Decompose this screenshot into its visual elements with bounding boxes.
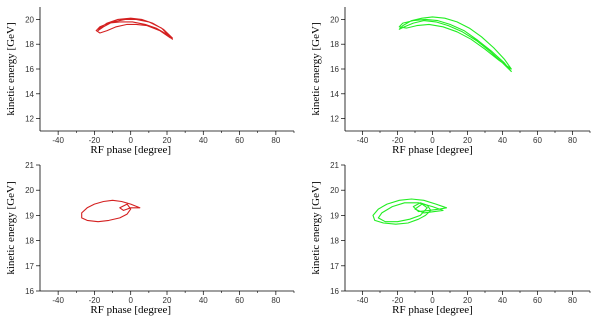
x-tick-label: -40 [52,296,64,305]
x-tick-label: 0 [430,136,435,145]
x-tick-label: 60 [533,136,542,145]
x-tick-label: 80 [568,296,577,305]
x-axis-label: RF phase [degree] [392,304,473,316]
x-tick-label: -20 [392,136,404,145]
y-tick-label: 16 [25,287,34,296]
x-tick-label: 60 [235,296,244,305]
x-tick-label: -40 [52,136,64,145]
x-tick-label: -20 [89,136,101,145]
phase-space-curve-1 [81,199,141,223]
y-tick-label: 19 [330,211,339,220]
y-tick-label: 17 [330,262,339,271]
y-tick-label: 14 [330,90,339,99]
x-tick-label: 40 [199,136,208,145]
y-axis-label: kinetic energy [GeV] [310,22,322,115]
phase-space-curve-1 [398,16,512,73]
y-axis-label: kinetic energy [GeV] [5,181,17,274]
x-tick-label: 0 [430,296,435,305]
x-axis-label: RF phase [degree] [392,144,473,156]
y-tick-label: 12 [330,115,339,124]
x-tick-label: 80 [271,296,280,305]
y-tick-label: 16 [330,65,339,74]
y-tick-label: 18 [330,237,339,246]
x-axis-label: RF phase [degree] [90,144,171,156]
x-tick-label: 20 [463,296,472,305]
y-tick-label: 20 [330,15,339,24]
x-tick-label: 0 [128,296,133,305]
y-tick-label: 16 [25,65,34,74]
x-axis-label: RF phase [degree] [90,304,171,316]
y-tick-label: 17 [25,262,34,271]
x-tick-label: -20 [392,296,404,305]
chart-panel-4: -40 -20 0 20 40 60 80 16 17 18 19 20 21 RF phase [deg… [310,161,591,316]
x-tick-label: 40 [498,296,507,305]
x-tick-label: -40 [357,136,369,145]
y-axis-label: kinetic energy [GeV] [5,22,17,115]
x-tick-label: 80 [271,136,280,145]
x-tick-label: -40 [357,296,369,305]
x-tick-label: 20 [163,296,172,305]
x-tick-label: 60 [235,136,244,145]
x-tick-label: 20 [463,136,472,145]
x-tick-label: 0 [128,136,133,145]
y-tick-label: 20 [25,186,34,195]
y-tick-label: 20 [25,15,34,24]
y-axis-label: kinetic energy [GeV] [310,181,322,274]
y-tick-label: 16 [330,287,339,296]
x-tick-label: 40 [498,136,507,145]
y-tick-label: 14 [25,90,34,99]
y-tick-label: 21 [330,161,339,170]
y-tick-label: 18 [330,40,339,49]
x-tick-label: -20 [89,296,101,305]
x-tick-label: 40 [199,296,208,305]
phase-space-curve-1 [95,17,173,40]
phase-space-curve-2 [377,202,444,223]
y-tick-label: 18 [25,237,34,246]
y-tick-label: 19 [25,211,34,220]
x-tick-label: 60 [533,296,542,305]
y-tick-label: 20 [330,186,339,195]
chart-panel-3: -40 -20 0 20 40 60 80 16 17 18 19 20 21 RF phase [deg… [5,161,295,316]
y-tick-label: 21 [25,161,34,170]
y-tick-label: 18 [25,40,34,49]
y-tick-label: 12 [25,115,34,124]
x-tick-label: 80 [568,136,577,145]
x-tick-label: 20 [163,136,172,145]
